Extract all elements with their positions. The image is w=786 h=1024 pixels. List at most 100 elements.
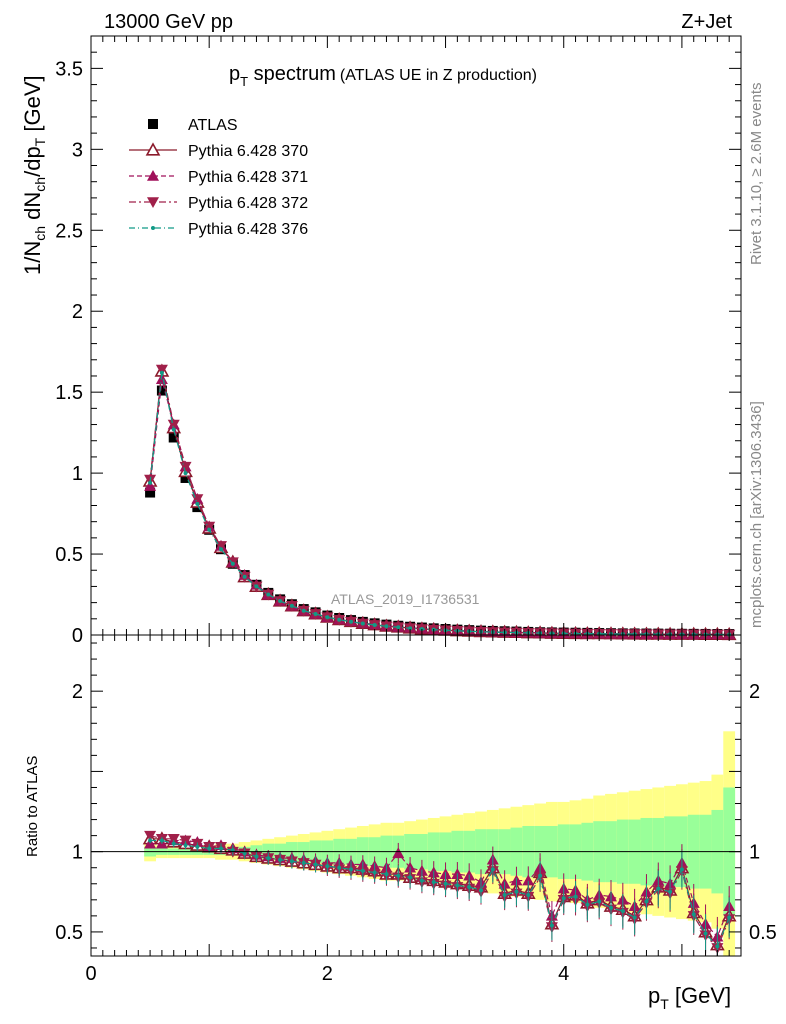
legend-marker [148, 119, 158, 129]
ratio-frame [90, 634, 742, 957]
ratio-point [254, 854, 259, 859]
x-axis-label: pT [GeV] [648, 983, 731, 1012]
mcplots-label: mcplots.cern.ch [arXiv:1306.3436] [748, 401, 765, 628]
ratio-point [183, 843, 188, 848]
ratio-point [313, 862, 318, 867]
data-point [180, 472, 191, 483]
data-point [171, 427, 176, 432]
ratio-y-tick-label: 0.5 [55, 922, 83, 944]
legend-label: Pythia 6.428 370 [188, 143, 308, 160]
legend-label: Pythia 6.428 371 [188, 169, 308, 186]
ratio-point [668, 889, 673, 894]
ratio-point [372, 870, 377, 875]
ratio-point [242, 851, 247, 856]
data-point [230, 561, 235, 566]
data-point [349, 619, 353, 624]
process-label: Z+Jet [681, 11, 732, 33]
ratio-point [561, 896, 566, 901]
data-point [325, 615, 330, 620]
ratio-point [278, 857, 283, 862]
ratio-point [526, 893, 531, 898]
legend: ATLAS Pythia 6.428 370 Pythia 6.428 371 Pyt… [129, 117, 308, 238]
plot-title-p: p [229, 63, 240, 85]
ratio-y-tick-label: 2 [72, 681, 83, 703]
main-y-tick-label: 2 [72, 301, 83, 323]
data-point [254, 584, 259, 589]
legend-marker [147, 197, 159, 208]
main-y-tick-label: 0 [72, 625, 83, 647]
plot-title: pT spectrum (ATLAS UE in Z production) [229, 63, 537, 89]
data-point [289, 603, 294, 608]
ratio-point [585, 902, 590, 907]
data-point [207, 527, 212, 532]
ratio-point [490, 867, 495, 872]
ratio-point [522, 874, 535, 886]
axes: 00.511.522.533.50 2 40.5 0.51 12 2 [55, 35, 777, 985]
ratio-point [443, 881, 448, 886]
main-y-axis-label: 1/Nch dNch/dpT [GeV] [20, 75, 48, 275]
ratio-point [609, 905, 613, 910]
ratio-y-axis-label: Ratio to ATLAS [24, 756, 41, 857]
ratio-point [195, 844, 200, 849]
main-y-tick-label: 1 [72, 463, 83, 485]
ratio-y-tick-label-right: 1 [749, 842, 760, 864]
ratio-point [632, 915, 637, 920]
ratio-series [142, 830, 737, 956]
ratio-point [219, 846, 223, 851]
data-point [155, 364, 168, 376]
ratio-point [549, 923, 554, 928]
ratio-point [266, 856, 271, 861]
legend-label: Pythia 6.428 372 [188, 195, 308, 212]
plot-title-small: (ATLAS UE in Z production) [340, 67, 537, 84]
legend-marker [145, 142, 161, 156]
ratio-point [167, 834, 180, 845]
ratio-point [360, 868, 365, 873]
ratio-point [502, 893, 507, 898]
ratio-point [384, 872, 389, 877]
data-point [313, 611, 318, 616]
data-point [396, 625, 401, 630]
ratio-point [419, 878, 424, 883]
ratio-y-tick-label-right: 2 [749, 681, 760, 703]
ratio-point [679, 867, 684, 872]
main-y-tick-label: 0.5 [55, 544, 83, 566]
data-point [384, 624, 389, 629]
x-tick-label: 4 [558, 963, 569, 985]
ratio-point [573, 894, 578, 899]
data-point [360, 621, 365, 626]
main-y-tick-label: 3 [72, 139, 83, 161]
ratio-point [467, 884, 472, 889]
ratio-point [392, 847, 405, 859]
energy-label: 13000 GeV pp [104, 11, 233, 33]
main-y-tick-label: 1.5 [55, 382, 83, 404]
data-point [145, 487, 156, 498]
ratio-point [301, 860, 306, 865]
ratio-point [289, 859, 294, 864]
ratio-point [620, 909, 625, 914]
ratio-point [349, 867, 353, 872]
rivet-label: Rivet 3.1.10, ≥ 2.6M events [748, 83, 765, 266]
ratio-point [514, 889, 519, 894]
data-point [148, 480, 153, 485]
plot-title-sub: T [240, 74, 248, 89]
ratio-point [230, 848, 235, 853]
ratio-point [148, 838, 153, 843]
ratio-line-3 [150, 839, 730, 948]
data-point [337, 617, 342, 622]
data-point [195, 501, 200, 506]
ratio-point [715, 944, 720, 949]
data-point [183, 471, 188, 476]
legend-marker [147, 170, 159, 181]
ratio-point [179, 835, 192, 847]
ratio-point [656, 886, 661, 891]
ratio-y-tick-label: 1 [72, 842, 83, 864]
data-point [242, 574, 247, 579]
ratio-point [144, 830, 157, 842]
ratio-point [538, 873, 543, 878]
main-y-tick-label: 2.5 [55, 220, 83, 242]
ratio-point [325, 864, 330, 869]
ratio-point [337, 865, 342, 870]
ratio-point [597, 899, 602, 904]
ratio-point [171, 841, 176, 846]
